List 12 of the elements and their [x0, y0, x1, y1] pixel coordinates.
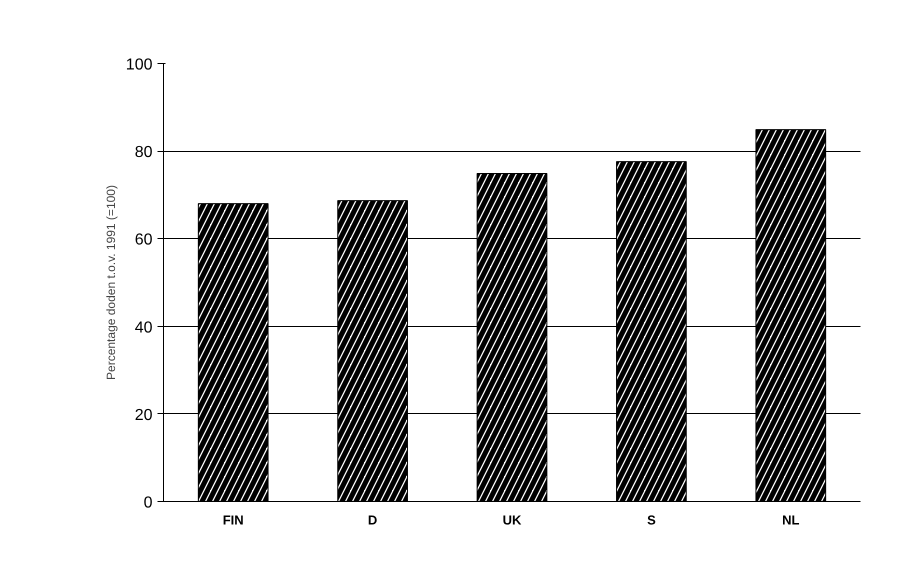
y-axis-title: Percentage doden t.o.v. 1991 (=100): [104, 185, 118, 380]
y-tick-label: 100: [126, 56, 153, 74]
x-tick-label: NL: [782, 512, 800, 528]
y-tick-label: 60: [134, 232, 153, 249]
y-tick-label: 40: [134, 319, 153, 336]
y-tick-label: 20: [134, 406, 153, 424]
y-tick-label: 80: [134, 144, 153, 162]
x-tick-label: FIN: [222, 512, 244, 528]
x-tick-label: UK: [502, 512, 522, 528]
y-tick-label: 0: [144, 494, 153, 512]
x-tick-label: D: [368, 512, 378, 528]
x-tick-label: S: [647, 512, 656, 528]
